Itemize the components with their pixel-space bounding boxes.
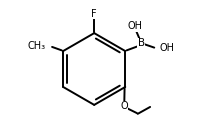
- Text: B: B: [138, 39, 145, 48]
- Text: O: O: [120, 101, 128, 111]
- Text: OH: OH: [160, 43, 175, 53]
- Text: OH: OH: [127, 21, 142, 31]
- Text: F: F: [91, 9, 97, 19]
- Text: CH₃: CH₃: [27, 41, 45, 51]
